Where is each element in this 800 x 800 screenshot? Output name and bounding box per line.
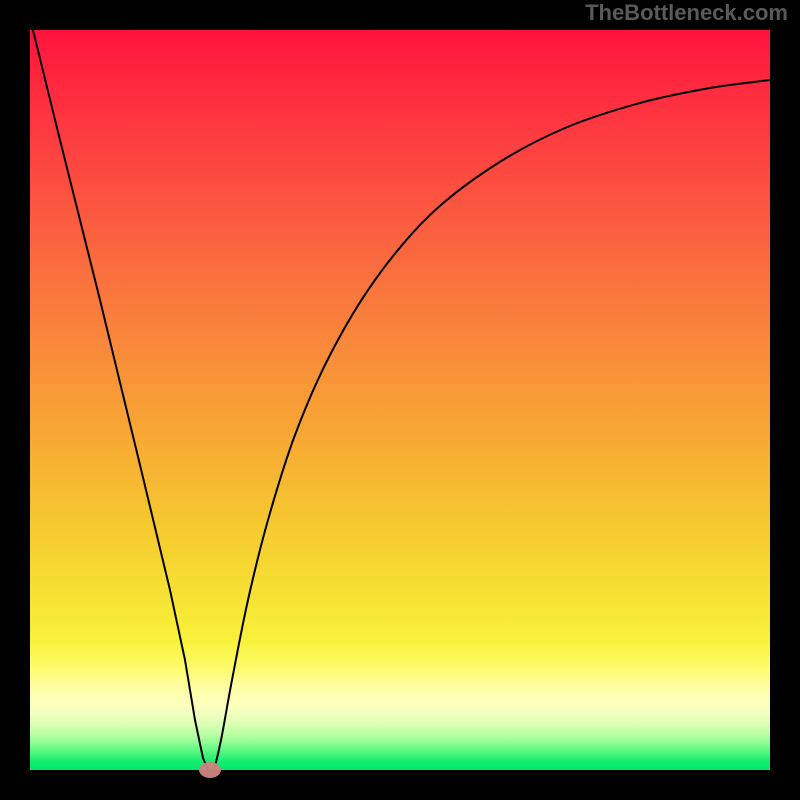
chart-frame: TheBottleneck.com xyxy=(0,0,800,800)
plot-area xyxy=(30,30,770,770)
watermark-text: TheBottleneck.com xyxy=(585,0,788,26)
optimum-marker xyxy=(199,762,221,778)
bottleneck-chart xyxy=(0,0,800,800)
